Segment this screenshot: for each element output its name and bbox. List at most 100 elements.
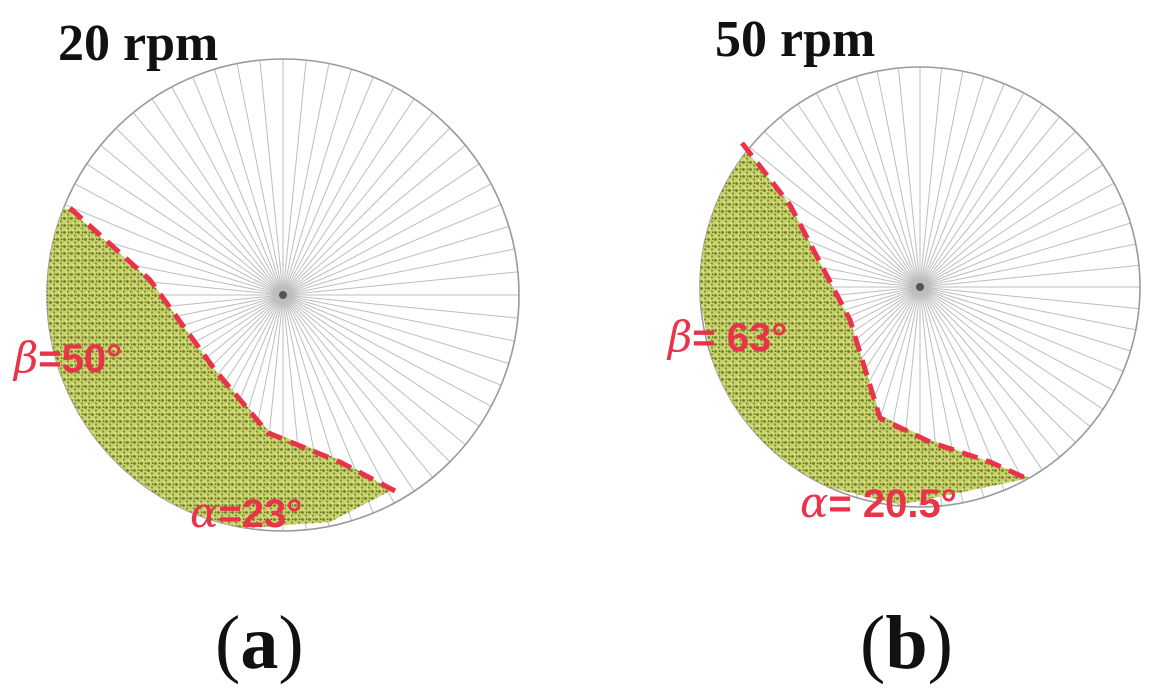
drum-spoke <box>282 69 352 296</box>
panel-caption-a: (a) <box>215 601 304 685</box>
drum-center-a <box>279 291 287 299</box>
drum-spoke <box>132 112 284 296</box>
free-surface-line-b <box>740 141 1032 483</box>
drum-spoke <box>282 294 502 386</box>
drum-spoke <box>919 286 1005 491</box>
drum-spoke <box>282 163 480 296</box>
drum-spoke <box>919 286 1131 352</box>
drum-spoke <box>282 294 515 342</box>
drum-spoke <box>151 98 284 296</box>
drum-spoke <box>282 98 415 296</box>
drum-spoke <box>259 60 284 296</box>
drum-spoke <box>764 131 921 288</box>
drum-spoke <box>282 294 415 492</box>
drum-spoke <box>282 294 466 446</box>
drum-spoke <box>282 294 509 364</box>
beta-angle-label-a: β=50° <box>14 333 122 382</box>
drum-spoke <box>282 183 492 296</box>
drum-spoke <box>919 103 1043 288</box>
drum-spoke <box>115 127 284 296</box>
drum-spoke <box>100 144 284 296</box>
drum-spoke <box>919 286 1104 410</box>
drum-spoke <box>236 63 284 296</box>
drum-spoke <box>919 131 1076 288</box>
drum-spoke <box>876 71 921 288</box>
drum-spoke <box>919 71 964 288</box>
drum-spoke <box>919 286 1139 310</box>
drum-spoke <box>282 294 451 463</box>
particle-bed-b <box>700 145 1030 505</box>
drum-spoke <box>282 127 451 296</box>
beta-value-b: = 63° <box>692 316 788 360</box>
drum-spoke <box>919 286 1115 392</box>
drum-spoke <box>282 60 307 296</box>
drum-spoke <box>919 286 1043 471</box>
drum-spoke <box>214 69 284 296</box>
drum-spoke <box>919 76 985 288</box>
drum-spoke <box>897 68 921 288</box>
drum-spoke <box>780 116 921 288</box>
panel-caption-b: (b) <box>860 601 953 685</box>
drum-spoke <box>855 76 921 288</box>
drum-spoke <box>282 204 502 296</box>
drum-spoke <box>919 286 1091 427</box>
drum-spoke <box>282 294 518 319</box>
drum-spoke <box>919 286 1124 372</box>
drum-spoke <box>282 144 466 296</box>
drum-spoke <box>282 226 509 296</box>
alpha-symbol-a: α <box>190 488 219 537</box>
drum-b <box>699 66 1141 508</box>
drum-spoke <box>749 147 921 288</box>
alpha-angle-label-a: α=23° <box>190 488 302 537</box>
drum-spoke <box>171 86 284 296</box>
drum-spoke <box>192 76 284 296</box>
drum-spoke <box>919 147 1091 288</box>
drum-spoke <box>919 264 1139 288</box>
drum-spoke <box>919 164 1104 288</box>
drum-spoke <box>835 83 921 288</box>
drum-spoke <box>919 222 1131 288</box>
drum-spoke <box>815 92 921 288</box>
drum-spoke <box>919 286 1025 482</box>
beta-symbol-b: β <box>668 312 693 361</box>
alpha-value-a: =23° <box>218 492 303 536</box>
drum-spoke <box>282 76 374 296</box>
drum-spoke <box>919 68 943 288</box>
beta-symbol-a: β <box>14 333 39 382</box>
caption-letter-b: b <box>885 601 928 685</box>
drum-spoke <box>282 294 480 427</box>
drum-spoke <box>282 294 395 504</box>
alpha-symbol-b: α <box>800 478 829 527</box>
drum-spoke <box>86 163 284 296</box>
drum-spoke <box>74 183 284 296</box>
drum-spoke <box>282 112 434 296</box>
drum-spoke <box>282 294 492 407</box>
beta-value-a: =50° <box>38 337 123 381</box>
drum-spoke <box>282 271 518 296</box>
drum-spoke <box>282 294 434 478</box>
drum-spoke <box>919 286 1076 443</box>
drum-spoke <box>919 243 1136 288</box>
free-surface-line-a <box>68 206 397 494</box>
drum-spoke <box>282 86 395 296</box>
speed-label-b: 50 rpm <box>715 11 876 68</box>
beta-angle-label-b: β= 63° <box>668 312 787 361</box>
alpha-value-b: = 20.5° <box>828 482 957 526</box>
drum-spoke <box>282 63 330 296</box>
speed-label-a: 20 rpm <box>58 15 219 72</box>
drum-spoke <box>919 286 1136 331</box>
drum-spoke <box>797 103 921 288</box>
alpha-angle-label-b: α= 20.5° <box>800 478 957 527</box>
caption-letter-a: a <box>240 601 279 685</box>
drum-spoke <box>919 116 1060 288</box>
drum-spoke <box>919 182 1115 288</box>
drum-spoke <box>919 83 1005 288</box>
drum-spoke <box>282 248 515 296</box>
drum-spoke <box>919 286 1060 458</box>
drum-spoke <box>919 92 1025 288</box>
drum-center-b <box>916 283 924 291</box>
drum-spoke <box>64 204 284 296</box>
drum-spoke <box>919 202 1124 288</box>
drum-a <box>46 58 520 532</box>
